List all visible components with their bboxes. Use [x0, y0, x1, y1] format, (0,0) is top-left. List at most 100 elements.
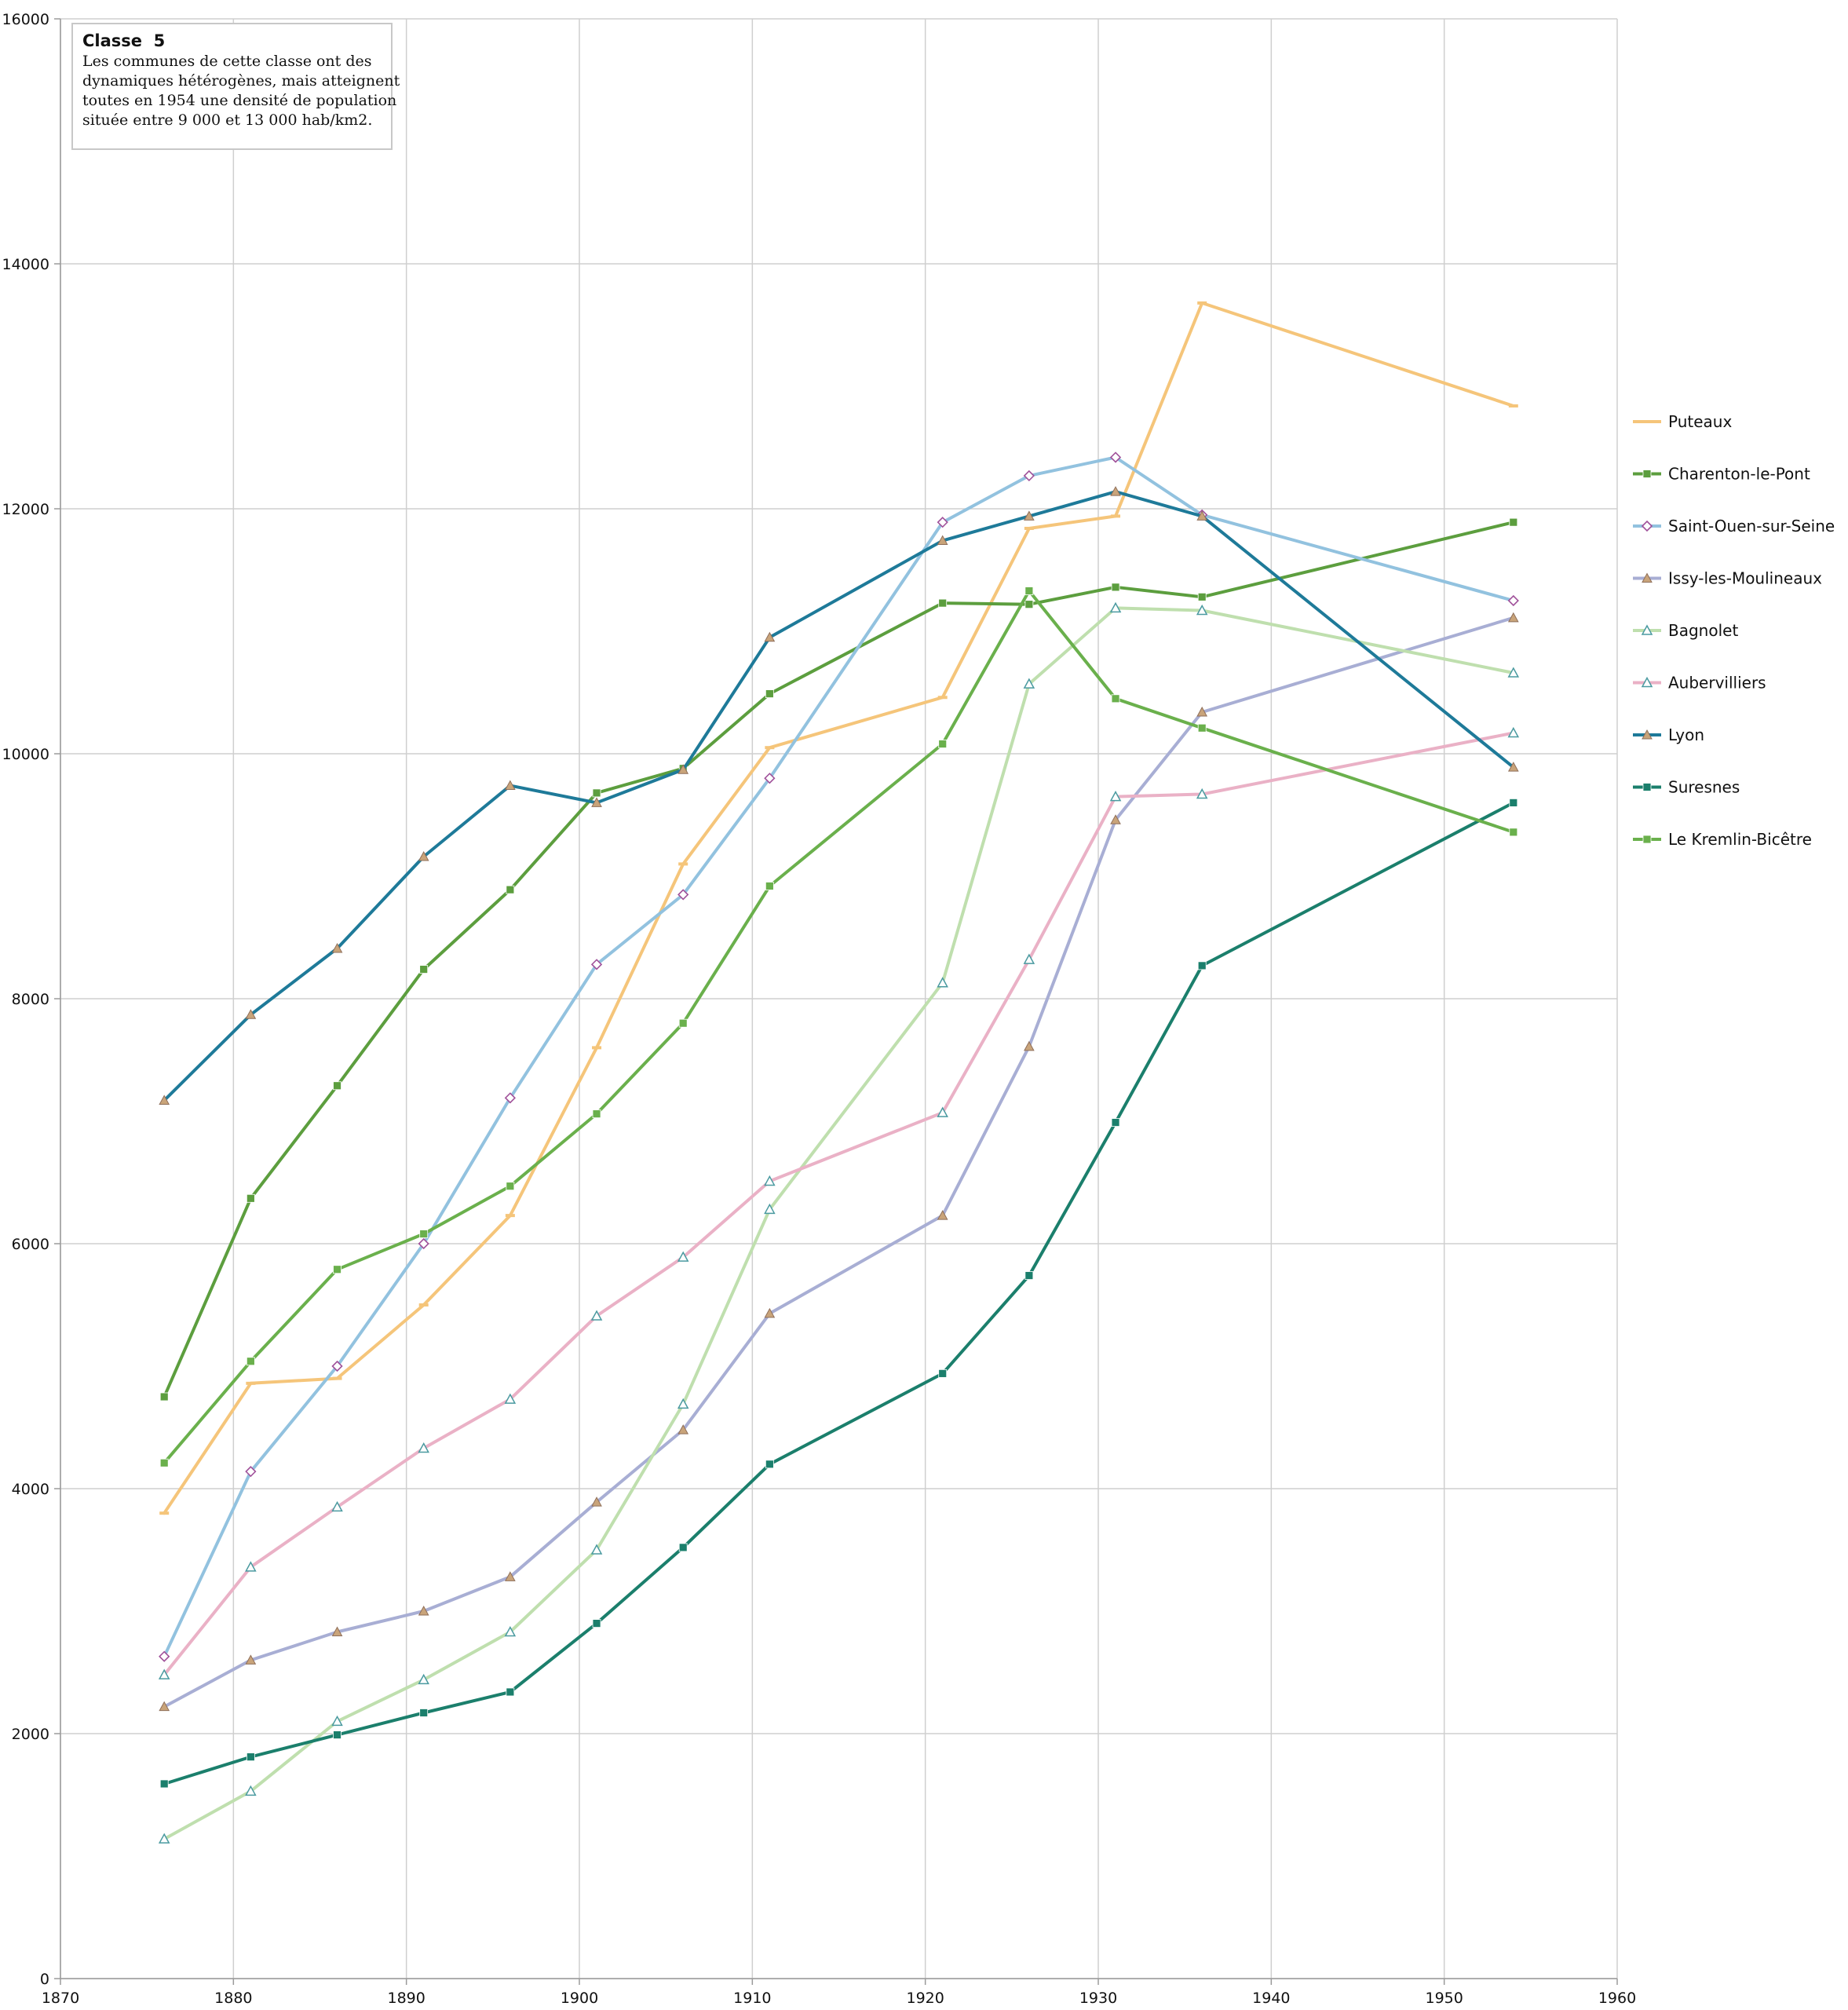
data-point	[506, 1182, 515, 1191]
data-point	[1507, 762, 1519, 772]
data-point	[590, 1310, 603, 1321]
legend-label: Charenton-le-Pont	[1668, 465, 1810, 484]
legend-swatch-marker	[1642, 470, 1652, 478]
data-point	[418, 1673, 429, 1685]
annotation-line-2: dynamiques hétérogènes, mais atteignent	[82, 72, 400, 90]
data-point	[504, 1393, 517, 1404]
annotation-title: Classe 5	[82, 31, 165, 50]
series-bagnolet	[158, 601, 1520, 1844]
series-suresnes	[159, 799, 1518, 1789]
data-point	[590, 1544, 603, 1555]
data-point	[937, 1106, 948, 1117]
axes	[54, 18, 1618, 1985]
legend-item: Aubervilliers	[1633, 674, 1766, 693]
x-tick-label: 1950	[1425, 1990, 1463, 2007]
legend-item: Puteaux	[1633, 412, 1732, 431]
data-point	[333, 1730, 341, 1739]
data-point	[1109, 791, 1122, 802]
legend-swatch-marker	[1642, 729, 1653, 740]
data-point	[1508, 404, 1518, 407]
data-point	[590, 959, 603, 970]
x-tick-label: 1960	[1598, 1990, 1636, 2007]
y-tick-label: 8000	[12, 991, 49, 1008]
data-point	[592, 1619, 601, 1628]
data-point	[937, 977, 948, 988]
data-point	[1023, 678, 1035, 689]
data-point	[938, 740, 948, 748]
legend-item: Bagnolet	[1633, 621, 1738, 640]
data-point	[419, 1230, 429, 1238]
data-point	[159, 1511, 170, 1515]
x-tick-label: 1940	[1252, 1990, 1290, 2007]
data-point	[1509, 799, 1518, 807]
annotation-line-1: Les communes de cette classe ont des	[82, 53, 372, 70]
data-point	[504, 1625, 517, 1637]
legend-swatch-marker	[1642, 835, 1652, 844]
data-point	[1509, 517, 1518, 527]
data-point	[765, 882, 774, 890]
data-point	[158, 1833, 170, 1844]
x-tick-label: 1870	[42, 1990, 79, 2007]
data-point	[1507, 612, 1519, 623]
data-point	[1024, 1040, 1035, 1051]
data-point	[765, 746, 775, 750]
legend-label: Saint-Ouen-sur-Seine	[1668, 517, 1835, 535]
data-point	[1509, 828, 1518, 837]
data-point	[592, 1046, 602, 1050]
plot-area: 1870 1880 1890 1900 1910 1920 1930 1940 1950 1960…	[2, 11, 1637, 2007]
data-point	[505, 1571, 516, 1581]
series-lyon	[159, 486, 1519, 1105]
data-point	[677, 1398, 689, 1409]
annotation-border	[71, 23, 393, 150]
data-point	[592, 788, 601, 798]
x-tick-label: 1890	[387, 1990, 425, 2007]
legend-swatch-marker	[1642, 783, 1652, 791]
data-point	[245, 1009, 257, 1019]
data-point	[1507, 594, 1519, 607]
data-point	[1024, 600, 1034, 609]
data-point	[1197, 961, 1207, 970]
data-point	[591, 797, 602, 807]
data-point	[1111, 694, 1120, 704]
data-point	[1196, 788, 1208, 799]
data-point	[419, 1708, 429, 1717]
data-series	[158, 301, 1520, 1844]
data-point	[506, 885, 515, 894]
legend-swatch-marker	[1641, 520, 1653, 532]
data-point	[1110, 814, 1121, 824]
data-point	[418, 1442, 429, 1453]
data-point	[159, 1458, 169, 1467]
data-point	[1023, 953, 1035, 964]
data-point	[332, 1376, 342, 1380]
legend-label: Lyon	[1668, 725, 1704, 744]
data-point	[764, 1175, 776, 1186]
data-point	[159, 1779, 169, 1789]
legend-label: Le Kremlin-Bicêtre	[1668, 830, 1812, 849]
data-point	[677, 1251, 689, 1262]
data-point	[331, 942, 343, 953]
data-point	[764, 631, 776, 642]
data-point	[246, 1752, 255, 1762]
legend-item: Issy-les-Moulineaux	[1633, 569, 1822, 588]
data-point	[246, 1357, 255, 1366]
data-point	[333, 1081, 341, 1091]
legend-label: Suresnes	[1668, 778, 1740, 797]
data-point	[937, 535, 948, 546]
data-point	[677, 1424, 689, 1434]
data-point	[678, 1543, 688, 1552]
legend-item: Suresnes	[1633, 778, 1740, 797]
data-point	[765, 1460, 774, 1469]
data-point	[504, 1092, 516, 1104]
data-point	[418, 1605, 429, 1616]
data-point	[678, 862, 688, 866]
data-point	[331, 1626, 343, 1637]
series-puteaux	[159, 301, 1518, 1515]
legend-item: Charenton-le-Pont	[1633, 465, 1810, 484]
data-point	[1197, 301, 1207, 305]
data-point	[1507, 726, 1520, 738]
legend-label: Aubervilliers	[1668, 674, 1766, 693]
data-point	[1197, 723, 1207, 733]
data-point	[1024, 1271, 1034, 1280]
legend-item: Le Kremlin-Bicêtre	[1633, 830, 1812, 849]
x-tick-label: 1900	[561, 1990, 598, 2007]
